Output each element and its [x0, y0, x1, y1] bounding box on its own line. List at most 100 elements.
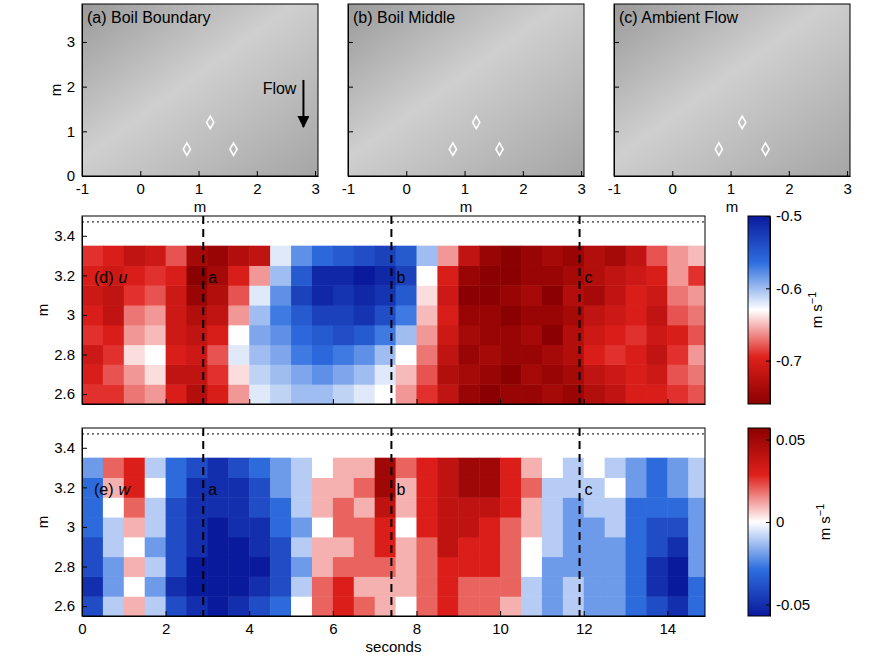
heat-cell [145, 477, 166, 497]
heat-cell [521, 325, 542, 345]
heat-cell [187, 246, 208, 266]
heat-cell [207, 517, 228, 537]
tick-mark [789, 171, 790, 176]
heat-cell [312, 364, 333, 384]
heat-cell [249, 364, 270, 384]
heat-cell [479, 384, 500, 404]
heat-cell [521, 364, 542, 384]
heat-cell [228, 265, 249, 285]
heat-cell [437, 305, 458, 325]
heat-cell [270, 517, 291, 537]
tick-mark [82, 487, 87, 488]
heat-cell [646, 345, 667, 365]
heat-cell [584, 576, 605, 596]
tick: 0 [403, 171, 411, 197]
marker-point [230, 143, 237, 155]
tick-label: 3.4 [54, 227, 75, 244]
heat-cell [207, 285, 228, 305]
heat-cell [458, 557, 479, 577]
heat-cell [605, 497, 626, 517]
heat-cell [626, 345, 647, 365]
heat-cell [312, 477, 333, 497]
tick-label: 14 [660, 620, 677, 637]
heat-cell [375, 265, 396, 285]
heat-cell [416, 384, 437, 404]
heat-cell [145, 364, 166, 384]
heat-cell [416, 305, 437, 325]
heat-cell [667, 497, 688, 517]
tick-mark [82, 176, 87, 177]
heat-cell [103, 285, 124, 305]
heat-cell [563, 517, 584, 537]
heat-cell [333, 305, 354, 325]
heat-cell [291, 305, 312, 325]
heat-cell [667, 325, 688, 345]
heat-cell [375, 305, 396, 325]
heat-cell [646, 477, 667, 497]
heat-cell [521, 517, 542, 537]
heat-cell [166, 596, 187, 616]
tick-label: 1 [67, 123, 75, 140]
tick: 14 [660, 611, 677, 637]
axis-line [82, 5, 83, 177]
heat-cell [437, 458, 458, 478]
heat-cell [646, 364, 667, 384]
heat-cell [416, 246, 437, 266]
heat-cell [626, 497, 647, 517]
tick: 8 [413, 611, 421, 637]
heat-cell [228, 557, 249, 577]
heat-cell [416, 517, 437, 537]
heat-cell [207, 576, 228, 596]
tick-mark [82, 448, 87, 449]
heat-cell [605, 364, 626, 384]
tick-mark [82, 236, 87, 237]
tick-label: 3 [67, 306, 75, 323]
heat-cell [249, 265, 270, 285]
heat-cell [458, 458, 479, 478]
tick: 3.2 [54, 479, 87, 496]
tick-mark [249, 611, 250, 616]
heat-cell [291, 537, 312, 557]
heat-cell [626, 325, 647, 345]
heat-cell [145, 497, 166, 517]
heat-cell [500, 517, 521, 537]
heat-cell [354, 576, 375, 596]
heat-cell [416, 576, 437, 596]
tick-label: 3.2 [54, 479, 75, 496]
heat-cell [458, 345, 479, 365]
heat-cell [626, 477, 647, 497]
heat-cell [500, 325, 521, 345]
heat-cell [667, 345, 688, 365]
heat-cell [166, 246, 187, 266]
tick: 2 [519, 171, 527, 197]
tick: 3.4 [54, 439, 87, 456]
panel-texts: abc(d)um s−1m [34, 269, 825, 328]
tick-label: 2 [785, 180, 793, 197]
tick-mark [348, 87, 353, 88]
heat-cell [542, 596, 563, 616]
tick-label: 10 [492, 620, 509, 637]
heat-cell [479, 246, 500, 266]
tick-label: 2.8 [54, 558, 75, 575]
tick-mark [465, 171, 466, 176]
heat-cell [207, 557, 228, 577]
heat-cell [166, 458, 187, 478]
tick-mark [199, 171, 200, 176]
heat-cell [396, 265, 417, 285]
heat-cell [479, 537, 500, 557]
axis-line [83, 616, 706, 617]
heat-cell [667, 265, 688, 285]
heat-cell [437, 246, 458, 266]
heat-cell [187, 596, 208, 616]
y-axis [348, 5, 353, 177]
x-axis-title: seconds [366, 638, 422, 655]
heat-cell [688, 557, 705, 577]
heat-cell [458, 246, 479, 266]
heat-cell [103, 305, 124, 325]
heat-cell [396, 576, 417, 596]
heat-cell [542, 477, 563, 497]
tick [166, 399, 167, 404]
tick-label: 6 [329, 620, 337, 637]
heat-cell [688, 325, 705, 345]
tick: -0.6 [766, 280, 802, 297]
